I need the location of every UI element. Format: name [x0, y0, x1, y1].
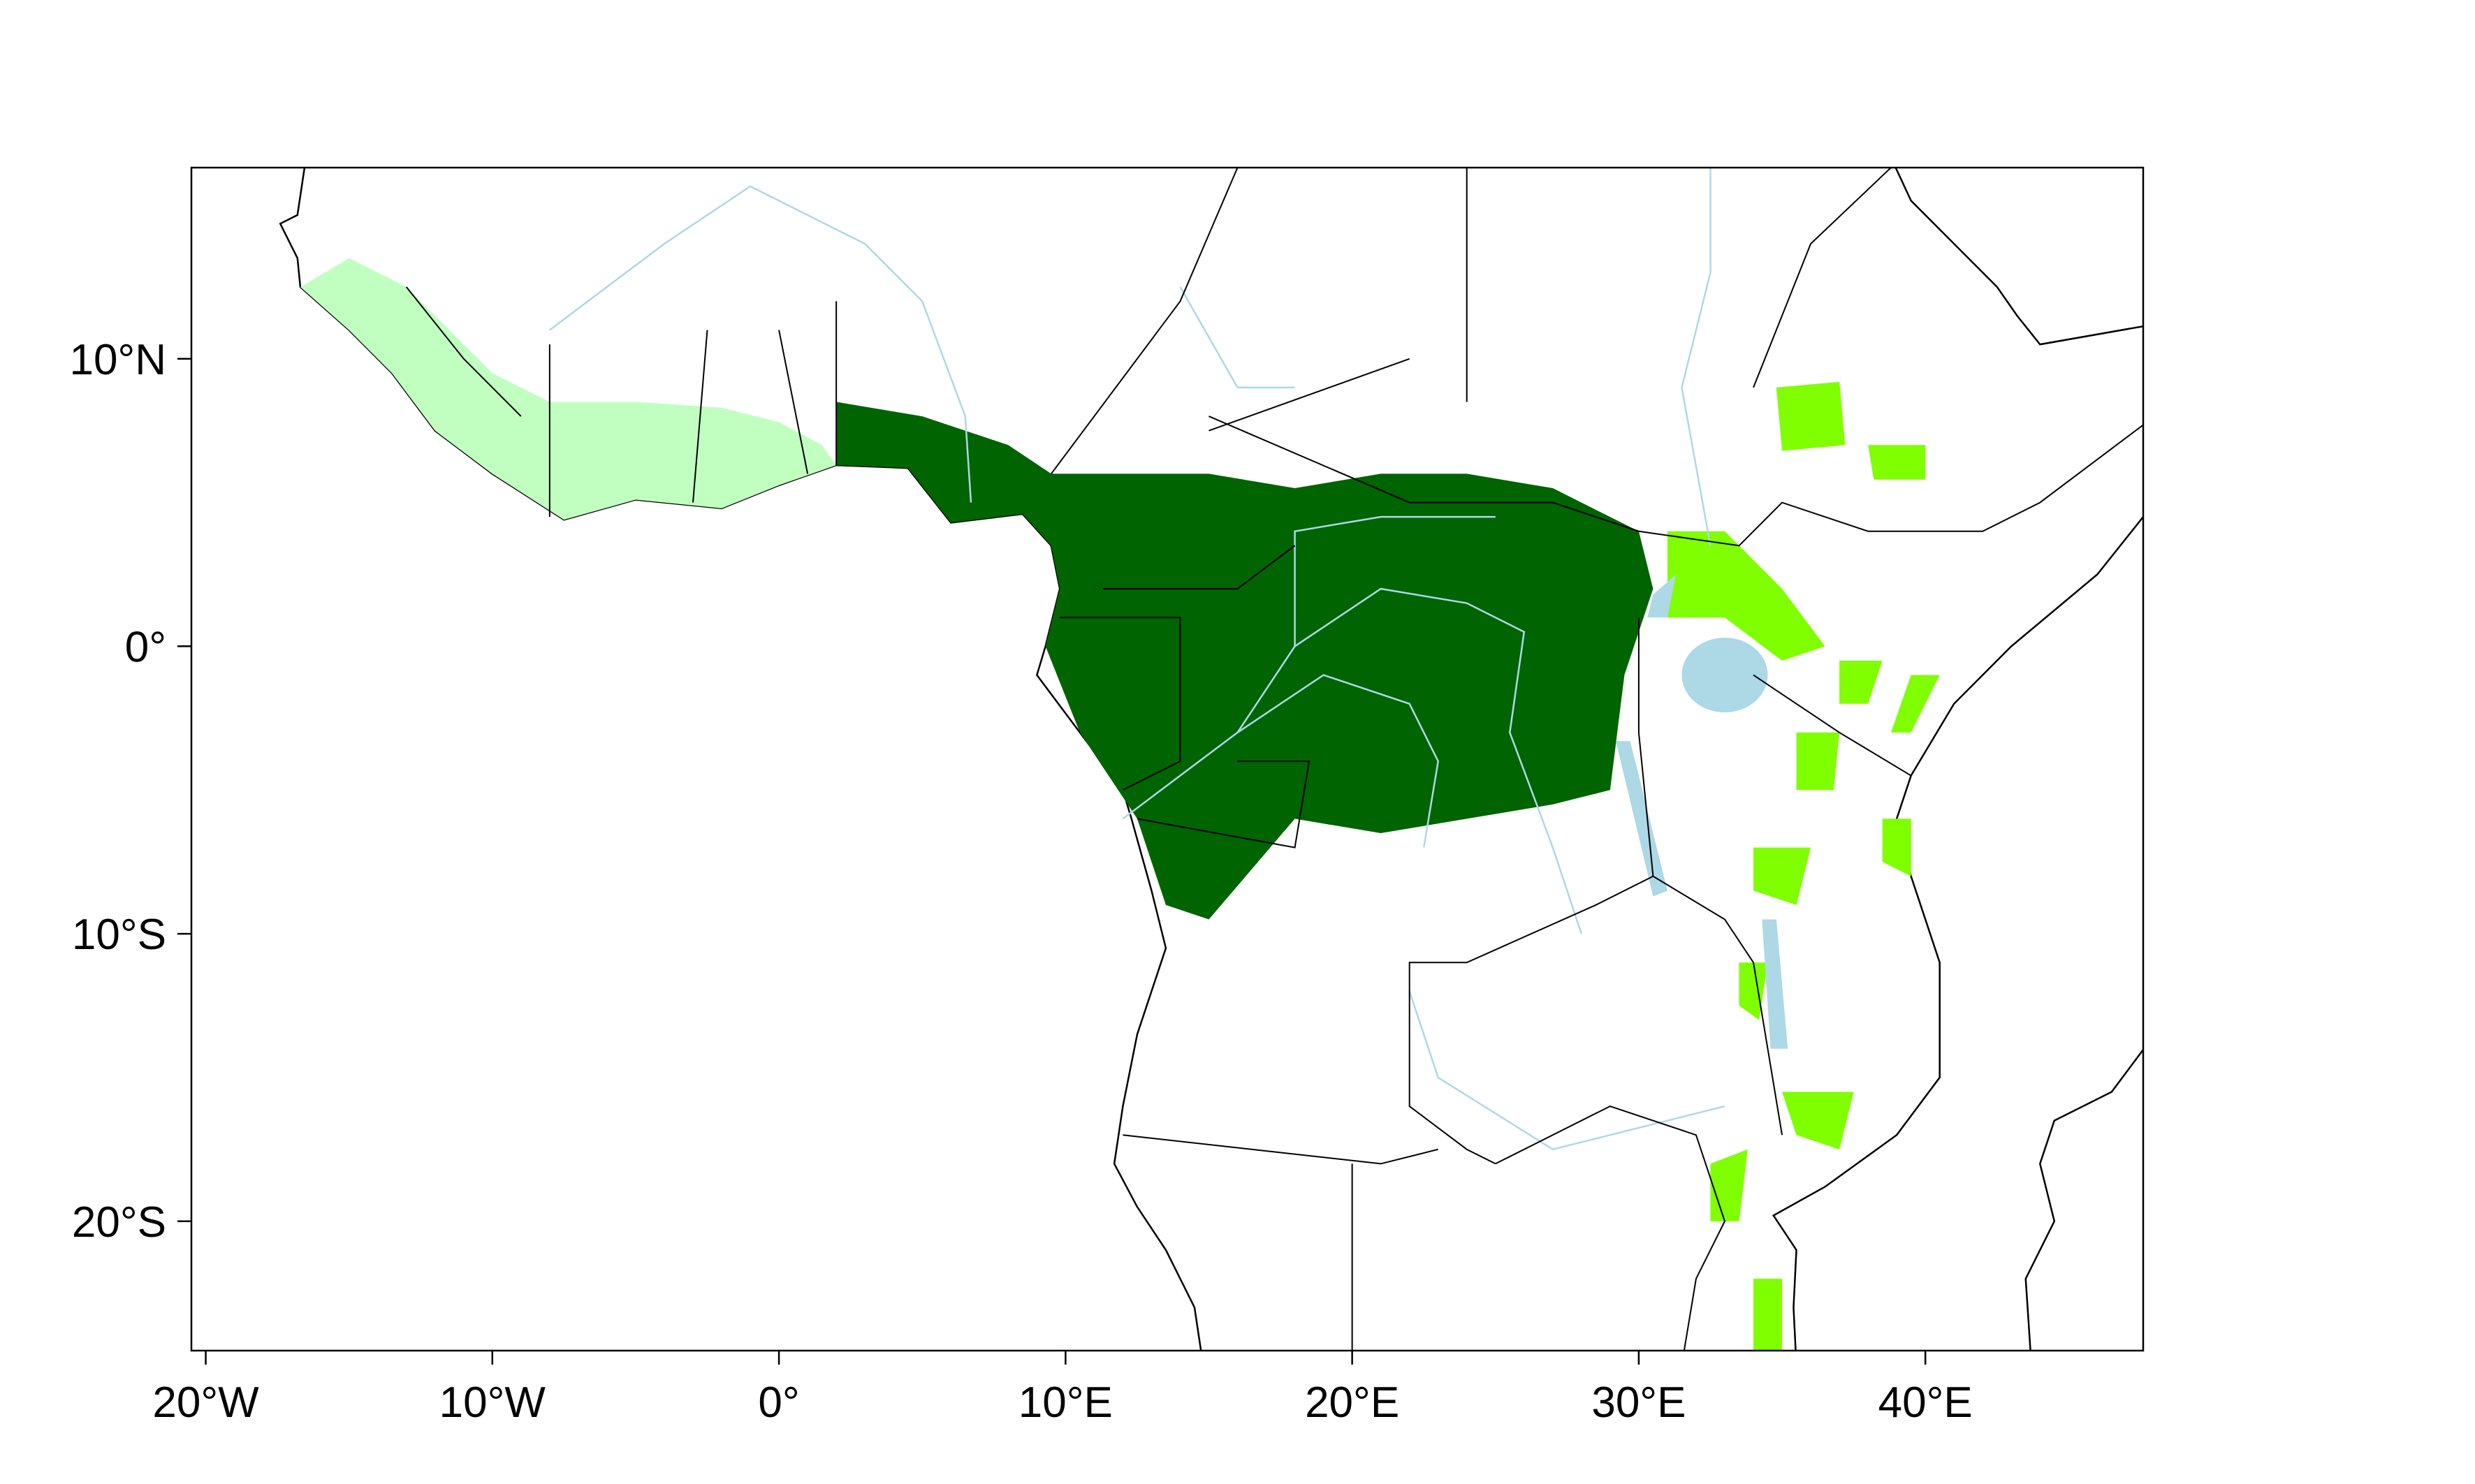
y-tick-label: 0°: [125, 623, 166, 671]
x-tick-label: 10°E: [1019, 1379, 1113, 1427]
map-area: [280, 168, 2155, 1365]
x-tick-label: 30°E: [1591, 1379, 1686, 1427]
central-forest: [836, 402, 1653, 920]
west-forest: [300, 258, 837, 520]
x-tick-label: 40°E: [1878, 1379, 1973, 1427]
lake: [1681, 638, 1768, 713]
rivers: [550, 168, 1725, 1149]
y-tick-label: 10°S: [72, 911, 166, 959]
y-tick-label: 20°S: [72, 1198, 166, 1247]
x-tick-label: 10°W: [439, 1379, 546, 1427]
y-tick-label: 10°N: [69, 336, 166, 384]
x-tick-label: 20°E: [1305, 1379, 1399, 1427]
geo-layer: [280, 168, 2155, 1365]
x-tick-label: 20°W: [152, 1379, 259, 1427]
lake: [1647, 574, 1677, 618]
lake: [1616, 741, 1667, 897]
madagascar: [2026, 991, 2143, 1351]
plot-frame: [190, 166, 2145, 1352]
borders: [407, 168, 2155, 1365]
x-tick-label: 0°: [758, 1379, 799, 1427]
